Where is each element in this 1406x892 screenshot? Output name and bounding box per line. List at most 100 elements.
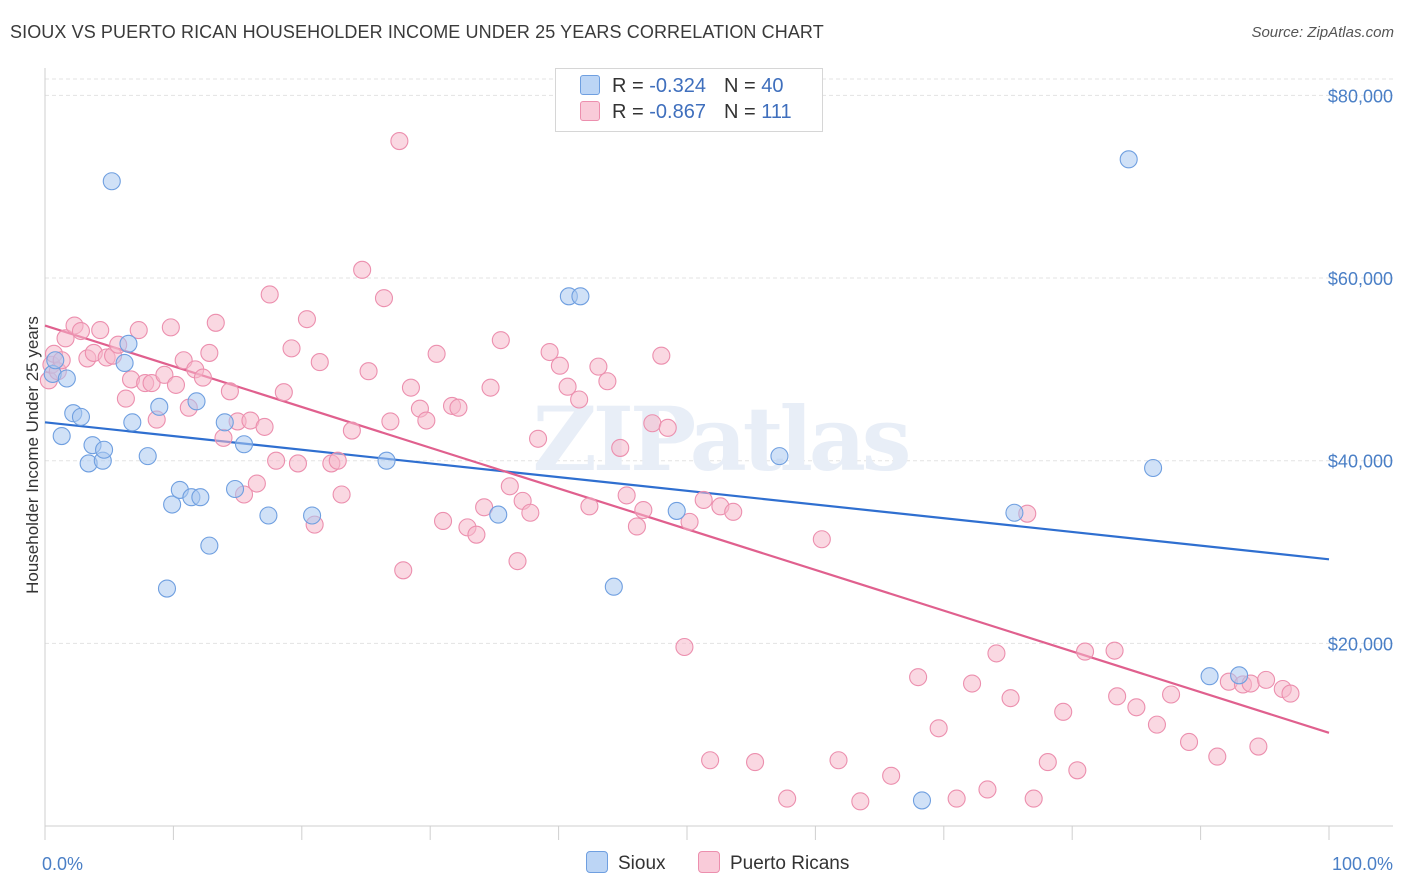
point-puerto-ricans-112: [1127, 698, 1146, 717]
point-puerto-ricans-28: [206, 313, 225, 332]
point-puerto-ricans-48: [353, 260, 372, 279]
point-sioux-31: [571, 287, 590, 306]
axes: [44, 68, 1393, 840]
point-sioux-13: [123, 413, 142, 432]
point-puerto-ricans-52: [390, 132, 409, 151]
point-puerto-ricans-57: [427, 344, 446, 363]
point-puerto-ricans-73: [558, 377, 577, 396]
r-label: R =: [612, 75, 644, 97]
point-puerto-ricans-58: [433, 511, 453, 531]
point-puerto-ricans-71: [540, 342, 559, 362]
point-puerto-ricans-34: [247, 474, 266, 493]
legend-item-puerto-ricans[interactable]: Puerto Ricans: [698, 851, 849, 875]
point-sioux-40: [1230, 666, 1249, 685]
y-tick-label-1: $40,000: [1328, 452, 1393, 472]
point-sioux-35: [912, 791, 932, 810]
point-sioux-2: [52, 426, 71, 446]
point-puerto-ricans-95: [851, 792, 870, 811]
y-tick-label-0: $20,000: [1328, 634, 1393, 654]
point-sioux-22: [200, 536, 219, 555]
point-sioux-26: [259, 506, 278, 525]
point-puerto-ricans-77: [598, 372, 617, 391]
point-puerto-ricans-47: [342, 421, 361, 440]
point-puerto-ricans-120: [1249, 737, 1268, 756]
point-puerto-ricans-38: [274, 383, 293, 402]
point-sioux-17: [163, 495, 182, 514]
point-puerto-ricans-82: [643, 414, 662, 433]
trend-line-sioux: [44, 421, 1330, 561]
point-puerto-ricans-69: [521, 503, 540, 522]
point-puerto-ricans-100: [962, 674, 982, 693]
point-puerto-ricans-29: [214, 428, 233, 447]
point-sioux-36: [1005, 503, 1024, 522]
sioux-legend-swatch: [586, 851, 608, 873]
stats-row-puerto-ricans: R = -0.867 N = 111: [580, 101, 792, 127]
point-puerto-ricans-108: [1068, 761, 1087, 780]
point-sioux-3: [57, 369, 76, 388]
point-puerto-ricans-93: [812, 530, 831, 549]
point-puerto-ricans-83: [652, 346, 671, 365]
point-puerto-ricans-46: [332, 485, 351, 504]
grid-lines: [45, 78, 1393, 644]
point-puerto-ricans-113: [1147, 715, 1166, 734]
point-puerto-ricans-50: [374, 289, 394, 308]
x-tick-labels: 0.0% 100.0%: [42, 854, 1393, 874]
point-puerto-ricans-110: [1105, 641, 1124, 660]
point-sioux-38: [1144, 458, 1163, 478]
point-puerto-ricans-106: [1038, 753, 1057, 772]
point-puerto-ricans-35: [255, 417, 274, 436]
point-sioux-20: [187, 392, 206, 411]
legend-label-puerto-ricans: Puerto Ricans: [730, 853, 850, 874]
point-sioux-11: [115, 353, 134, 373]
y-axis-label: Householder Income Under 25 years: [23, 316, 42, 594]
point-puerto-ricans-36: [260, 285, 279, 304]
point-puerto-ricans-21: [161, 318, 180, 337]
point-puerto-ricans-98: [929, 719, 948, 738]
stats-legend: R = -0.324 N = 40 R = -0.867 N = 111: [555, 68, 823, 132]
point-puerto-ricans-94: [829, 751, 848, 770]
point-puerto-ricans-56: [417, 411, 436, 430]
point-sioux-24: [225, 479, 245, 499]
point-puerto-ricans-27: [200, 343, 219, 362]
point-sioux-1: [46, 351, 65, 370]
n-value-sioux: 40: [761, 75, 784, 97]
point-puerto-ricans-5: [56, 329, 75, 348]
source-credit: Source: ZipAtlas.com: [1251, 24, 1394, 41]
point-puerto-ricans-45: [328, 451, 347, 470]
point-puerto-ricans-67: [508, 552, 527, 571]
point-puerto-ricans-97: [909, 668, 928, 687]
point-puerto-ricans-49: [359, 362, 378, 381]
point-sioux-39: [1200, 667, 1219, 686]
point-sioux-12: [119, 334, 138, 353]
point-puerto-ricans-74: [570, 390, 589, 409]
point-puerto-ricans-103: [1001, 689, 1020, 708]
point-sioux-32: [604, 577, 623, 596]
point-puerto-ricans-76: [589, 357, 608, 376]
point-sioux-29: [489, 505, 508, 524]
point-puerto-ricans-26: [193, 368, 212, 387]
point-puerto-ricans-37: [267, 451, 286, 470]
point-puerto-ricans-22: [166, 375, 186, 394]
point-puerto-ricans-123: [1281, 684, 1300, 703]
point-puerto-ricans-80: [627, 517, 646, 536]
legend-item-sioux[interactable]: Sioux: [586, 851, 666, 875]
point-puerto-ricans-20: [155, 365, 174, 384]
point-puerto-ricans-66: [500, 477, 519, 496]
r-value-puerto-ricans: -0.867: [649, 101, 706, 123]
y-tick-label-2: $60,000: [1328, 269, 1393, 289]
point-sioux-5: [71, 407, 91, 426]
point-puerto-ricans-81: [634, 500, 653, 520]
point-puerto-ricans-121: [1257, 670, 1276, 689]
series-legend: Sioux Puerto Ricans: [0, 851, 1406, 877]
puerto-ricans-swatch: [580, 101, 600, 121]
n-label: N =: [723, 101, 756, 123]
puerto-ricans-legend-swatch: [698, 851, 720, 873]
y-tick-label-3: $80,000: [1328, 86, 1393, 106]
point-puerto-ricans-87: [694, 490, 713, 510]
point-puerto-ricans-65: [491, 331, 510, 350]
point-sioux-34: [770, 447, 789, 466]
point-puerto-ricans-102: [987, 644, 1006, 663]
r-value-sioux: -0.324: [649, 75, 706, 97]
point-puerto-ricans-116: [1208, 747, 1227, 766]
point-puerto-ricans-79: [617, 486, 636, 505]
